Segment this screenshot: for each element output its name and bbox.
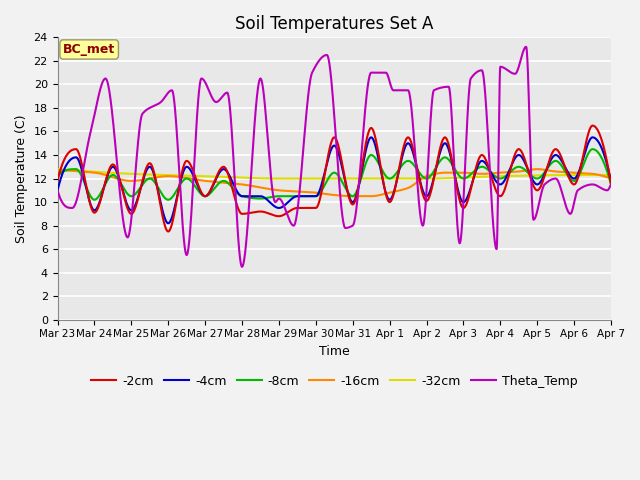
-2cm <box>54 178 61 184</box>
Line: -8cm: -8cm <box>58 149 611 200</box>
-4cm <box>54 187 61 193</box>
-2cm <box>82 181 90 187</box>
-8cm <box>490 172 497 178</box>
-2cm <box>591 124 599 130</box>
-8cm <box>591 147 599 153</box>
Line: -32cm: -32cm <box>58 169 611 179</box>
-16cm <box>490 170 497 176</box>
-8cm <box>164 197 172 203</box>
-4cm <box>82 183 90 189</box>
-16cm <box>54 168 61 173</box>
-2cm <box>323 159 331 165</box>
-4cm <box>308 193 316 199</box>
-32cm <box>591 172 599 178</box>
-2cm <box>607 181 615 187</box>
-16cm <box>591 171 599 177</box>
-32cm <box>308 176 316 181</box>
-32cm <box>591 172 599 178</box>
Line: -4cm: -4cm <box>58 137 611 223</box>
Theta_Temp <box>522 44 530 49</box>
-16cm <box>323 191 330 197</box>
-8cm <box>591 147 599 153</box>
-4cm <box>591 135 599 141</box>
Theta_Temp <box>323 52 331 58</box>
-8cm <box>308 193 316 199</box>
-8cm <box>54 173 61 179</box>
Y-axis label: Soil Temperature (C): Soil Temperature (C) <box>15 114 28 243</box>
-4cm <box>367 134 375 140</box>
-8cm <box>589 146 596 152</box>
-32cm <box>82 168 90 174</box>
-32cm <box>54 166 61 172</box>
Legend: -2cm, -4cm, -8cm, -16cm, -32cm, Theta_Temp: -2cm, -4cm, -8cm, -16cm, -32cm, Theta_Te… <box>86 370 582 393</box>
Theta_Temp <box>591 182 599 188</box>
Theta_Temp <box>54 187 61 193</box>
-4cm <box>490 175 498 181</box>
-2cm <box>308 205 316 211</box>
-2cm <box>591 124 599 130</box>
Line: -16cm: -16cm <box>58 169 611 196</box>
-16cm <box>591 171 599 177</box>
Line: -2cm: -2cm <box>58 126 611 231</box>
-4cm <box>164 220 172 226</box>
-2cm <box>490 181 497 187</box>
Line: Theta_Temp: Theta_Temp <box>58 47 611 267</box>
Theta_Temp <box>308 70 316 75</box>
-2cm <box>589 123 596 129</box>
-32cm <box>490 173 497 179</box>
-16cm <box>308 190 316 195</box>
-32cm <box>323 176 331 181</box>
-32cm <box>275 176 283 181</box>
-16cm <box>533 166 541 172</box>
Theta_Temp <box>82 153 90 158</box>
-8cm <box>323 178 331 184</box>
Theta_Temp <box>490 227 497 233</box>
Title: Soil Temperatures Set A: Soil Temperatures Set A <box>235 15 433 33</box>
-16cm <box>607 176 615 181</box>
-32cm <box>607 172 615 178</box>
Text: BC_met: BC_met <box>63 43 115 56</box>
Theta_Temp <box>591 182 599 188</box>
-8cm <box>82 183 90 189</box>
-16cm <box>349 193 356 199</box>
X-axis label: Time: Time <box>319 345 349 358</box>
Theta_Temp <box>607 181 615 187</box>
-8cm <box>607 181 615 187</box>
Theta_Temp <box>238 264 246 270</box>
-4cm <box>323 160 331 166</box>
-4cm <box>591 136 599 142</box>
-2cm <box>164 228 172 234</box>
-16cm <box>82 169 90 175</box>
-4cm <box>607 178 615 184</box>
